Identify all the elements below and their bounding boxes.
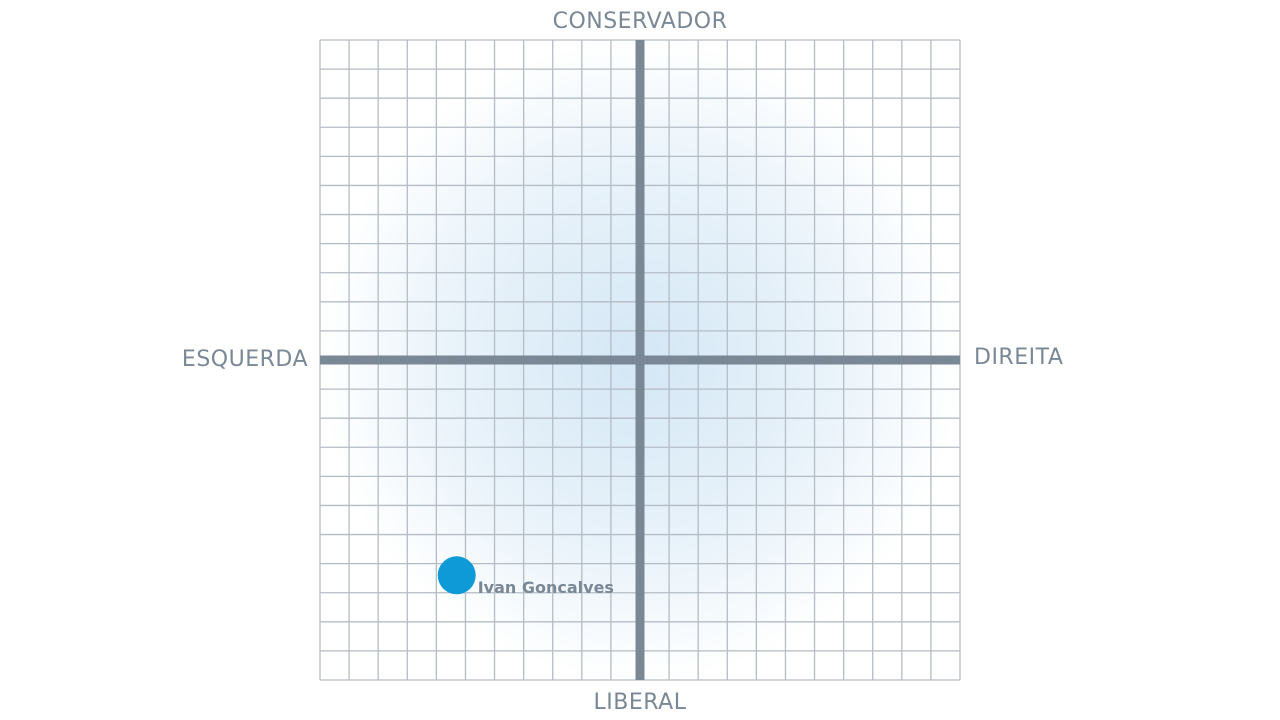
- axis-label-right: DIREITA: [974, 345, 1063, 370]
- axis-label-bottom: LIBERAL: [594, 690, 687, 715]
- axes: [320, 40, 960, 680]
- axis-label-top: CONSERVADOR: [553, 9, 728, 34]
- point-label: Ivan Goncalves: [478, 578, 614, 597]
- point: [437, 556, 476, 595]
- points: Ivan Goncalves: [437, 556, 614, 597]
- axis-label-left: ESQUERDA: [182, 347, 308, 372]
